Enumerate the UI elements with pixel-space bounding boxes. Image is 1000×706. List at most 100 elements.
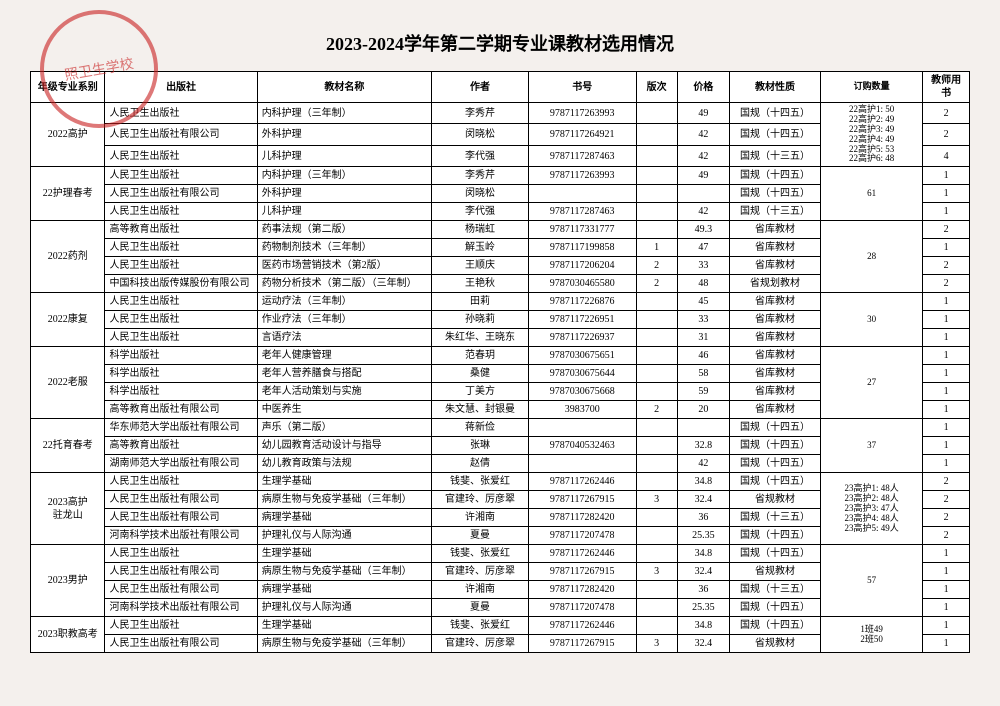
cell-name: 生理学基础 — [257, 473, 431, 491]
cell-tbook: 1 — [923, 419, 970, 437]
cell-name: 病理学基础 — [257, 509, 431, 527]
cell-isbn: 9787117264921 — [528, 124, 636, 145]
cell-tbook: 1 — [923, 167, 970, 185]
th-author: 作者 — [432, 72, 529, 103]
cell-publisher: 人民卫生出版社 — [105, 473, 257, 491]
cell-edition — [636, 599, 677, 617]
cell-author: 蒋新俭 — [432, 419, 529, 437]
cell-publisher: 科学出版社 — [105, 347, 257, 365]
cell-price: 34.8 — [677, 617, 729, 635]
cell-isbn: 9787117267915 — [528, 635, 636, 653]
cell-tbook: 1 — [923, 455, 970, 473]
cell-publisher: 高等教育出版社 — [105, 221, 257, 239]
cell-isbn: 3983700 — [528, 401, 636, 419]
cell-price: 32.4 — [677, 491, 729, 509]
cell-publisher: 人民卫生出版社 — [105, 167, 257, 185]
cell-edition — [636, 509, 677, 527]
th-isbn: 书号 — [528, 72, 636, 103]
cell-nature: 国规（十四五） — [729, 473, 820, 491]
cell-nature: 省库教材 — [729, 383, 820, 401]
cell-publisher: 人民卫生出版社 — [105, 617, 257, 635]
cell-grade: 22托育春考 — [31, 419, 105, 473]
cell-edition: 3 — [636, 563, 677, 581]
cell-qty: 28 — [821, 221, 923, 293]
cell-isbn: 9787117199858 — [528, 239, 636, 257]
cell-tbook: 1 — [923, 581, 970, 599]
cell-price: 49 — [677, 167, 729, 185]
cell-name: 作业疗法（三年制） — [257, 311, 431, 329]
cell-isbn — [528, 455, 636, 473]
cell-tbook: 4 — [923, 145, 970, 166]
cell-tbook: 1 — [923, 563, 970, 581]
cell-name: 幼儿园教育活动设计与指导 — [257, 437, 431, 455]
cell-publisher: 人民卫生出版社 — [105, 311, 257, 329]
cell-price: 42 — [677, 145, 729, 166]
cell-publisher: 中国科技出版传媒股份有限公司 — [105, 275, 257, 293]
cell-price: 31 — [677, 329, 729, 347]
cell-tbook: 2 — [923, 221, 970, 239]
cell-author: 桑健 — [432, 365, 529, 383]
cell-nature: 省库教材 — [729, 293, 820, 311]
cell-author: 许湘南 — [432, 581, 529, 599]
cell-edition — [636, 103, 677, 124]
cell-tbook: 1 — [923, 383, 970, 401]
cell-edition — [636, 185, 677, 203]
cell-tbook: 1 — [923, 635, 970, 653]
cell-qty: 27 — [821, 347, 923, 419]
cell-author: 夏曼 — [432, 527, 529, 545]
cell-price: 32.4 — [677, 563, 729, 581]
cell-isbn — [528, 185, 636, 203]
cell-edition — [636, 455, 677, 473]
cell-author: 杨瑞虹 — [432, 221, 529, 239]
cell-edition — [636, 383, 677, 401]
cell-author: 朱文慧、封银曼 — [432, 401, 529, 419]
cell-author: 钱斐、张爱红 — [432, 473, 529, 491]
cell-author: 钱斐、张爱红 — [432, 617, 529, 635]
cell-author: 官建玲、厉彦翠 — [432, 635, 529, 653]
cell-edition — [636, 347, 677, 365]
cell-author: 夏曼 — [432, 599, 529, 617]
th-publisher: 出版社 — [105, 72, 257, 103]
cell-tbook: 1 — [923, 365, 970, 383]
cell-price: 49.3 — [677, 221, 729, 239]
cell-edition — [636, 473, 677, 491]
cell-isbn: 9787030675651 — [528, 347, 636, 365]
cell-publisher: 高等教育出版社 — [105, 437, 257, 455]
cell-qty: 23高护1: 48人 23高护2: 48人 23高护3: 47人 23高护4: … — [821, 473, 923, 545]
cell-isbn: 9787117287463 — [528, 203, 636, 221]
cell-price: 34.8 — [677, 473, 729, 491]
cell-edition — [636, 167, 677, 185]
cell-nature: 国规（十三五） — [729, 581, 820, 599]
cell-name: 药物制剂技术（三年制） — [257, 239, 431, 257]
cell-nature: 国规（十四五） — [729, 527, 820, 545]
cell-price: 33 — [677, 257, 729, 275]
cell-tbook: 2 — [923, 473, 970, 491]
cell-author: 许湘南 — [432, 509, 529, 527]
cell-publisher: 人民卫生出版社 — [105, 203, 257, 221]
cell-nature: 国规（十四五） — [729, 545, 820, 563]
cell-price: 58 — [677, 365, 729, 383]
cell-author: 钱斐、张爱红 — [432, 545, 529, 563]
cell-qty: 30 — [821, 293, 923, 347]
cell-name: 声乐（第二版） — [257, 419, 431, 437]
cell-edition — [636, 419, 677, 437]
cell-name: 外科护理 — [257, 124, 431, 145]
cell-author: 赵倩 — [432, 455, 529, 473]
cell-name: 外科护理 — [257, 185, 431, 203]
th-price: 价格 — [677, 72, 729, 103]
cell-isbn: 9787030675668 — [528, 383, 636, 401]
cell-author: 孙晓莉 — [432, 311, 529, 329]
cell-price: 47 — [677, 239, 729, 257]
cell-tbook: 1 — [923, 617, 970, 635]
cell-qty: 37 — [821, 419, 923, 473]
cell-nature: 国规（十四五） — [729, 455, 820, 473]
cell-price: 20 — [677, 401, 729, 419]
cell-publisher: 人民卫生出版社 — [105, 257, 257, 275]
cell-edition — [636, 527, 677, 545]
cell-author: 朱红华、王晓东 — [432, 329, 529, 347]
cell-isbn: 9787117287463 — [528, 145, 636, 166]
cell-publisher: 人民卫生出版社有限公司 — [105, 581, 257, 599]
cell-author: 闵晓松 — [432, 185, 529, 203]
cell-nature: 省规教材 — [729, 491, 820, 509]
cell-name: 护理礼仪与人际沟通 — [257, 599, 431, 617]
